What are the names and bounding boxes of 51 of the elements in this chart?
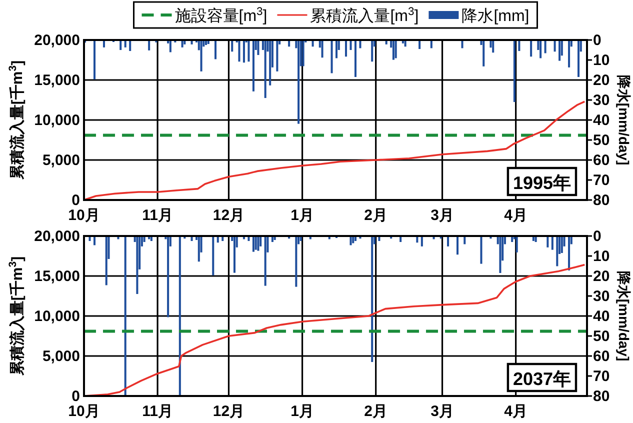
y-tick-label: 5,000 [42, 152, 80, 169]
legend-label: 降水[mm] [462, 7, 530, 25]
y2-tick-label: 60 [593, 348, 610, 365]
y2-tick-label: 40 [593, 112, 610, 129]
y2-tick-label: 80 [593, 192, 610, 209]
y2-tick-label: 70 [593, 172, 610, 189]
x-tick-label: 4月 [504, 207, 528, 224]
y2-tick-label: 10 [593, 52, 610, 69]
y-tick-label: 20,000 [34, 228, 80, 245]
annotation: 1995年 [506, 166, 578, 196]
annotation: 2037年 [506, 362, 578, 392]
y2-tick-label: 80 [593, 388, 610, 405]
x-tick-label: 1月 [290, 207, 314, 224]
x-tick-label: 4月 [504, 403, 528, 420]
y2-tick-label: 0 [593, 32, 602, 49]
y-tick-label: 20,000 [34, 32, 80, 49]
x-tick-label: 11月 [142, 207, 173, 224]
y2-tick-label: 30 [593, 288, 610, 305]
legend-label: 累積流入量[m$^{3}$] [310, 6, 419, 25]
y-tick-label: 0 [72, 388, 80, 405]
y-tick-label: 15,000 [34, 268, 80, 285]
y2-tick-label: 50 [593, 132, 610, 149]
y2-tick-label: 20 [593, 268, 610, 285]
y2-tick-label: 60 [593, 152, 610, 169]
x-tick-label: 2月 [364, 403, 388, 420]
y2-tick-label: 10 [593, 248, 610, 265]
annotation: 2037年 [512, 369, 571, 389]
legend-label: 施設容量[m$^{3}$] [174, 6, 268, 25]
y2-tick-label: 20 [593, 72, 610, 89]
y2-axis-title: 降水[mm/day] [616, 74, 632, 166]
y-tick-label: 0 [72, 192, 80, 209]
y2-tick-label: 40 [593, 308, 610, 325]
x-tick-label: 10月 [68, 403, 100, 420]
y2-axis-title: 降水[mm/day] [616, 270, 632, 362]
annotation: 1995年 [512, 173, 571, 193]
y-tick-label: 15,000 [34, 72, 80, 89]
y2-tick-label: 70 [593, 368, 610, 385]
x-tick-label: 3月 [430, 403, 454, 420]
x-tick-label: 12月 [212, 207, 245, 224]
y-tick-label: 10,000 [34, 308, 80, 325]
y2-tick-label: 0 [593, 228, 602, 245]
y2-tick-label: 50 [593, 328, 610, 345]
x-tick-label: 3月 [430, 207, 454, 224]
y-tick-label: 10,000 [34, 112, 80, 129]
y-tick-label: 5,000 [42, 348, 80, 365]
y2-tick-label: 30 [593, 92, 610, 109]
x-tick-label: 12月 [212, 403, 245, 420]
x-tick-label: 1月 [290, 403, 314, 420]
x-tick-label: 2月 [364, 207, 388, 224]
x-tick-label: 10月 [68, 207, 100, 224]
x-tick-label: 11月 [142, 403, 173, 420]
